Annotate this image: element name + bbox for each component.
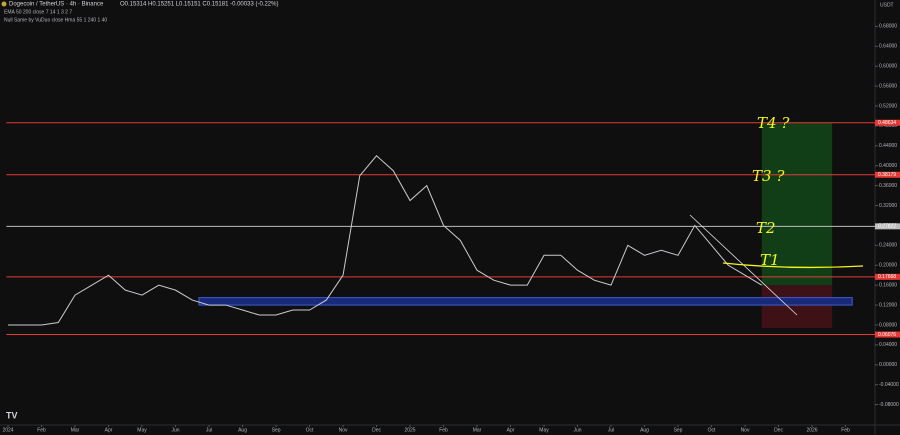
level-label: 0.48634 (878, 120, 896, 126)
x-tick-label: Jul (608, 427, 614, 433)
x-tick-label: Dec (774, 427, 783, 433)
x-tick-label: 2024 (2, 427, 13, 433)
y-tick-label: 0.64000 (879, 44, 897, 50)
level-tag (875, 119, 900, 126)
y-tick-label: 0.60000 (879, 64, 897, 70)
level-tag (875, 171, 900, 178)
x-tick-label: Aug (238, 427, 247, 433)
x-tick-label: Nov (741, 427, 750, 433)
y-tick-label: 0.00000 (879, 362, 897, 368)
y-tick-label: 0.16000 (879, 282, 897, 288)
y-tick-label: 0.40000 (879, 163, 897, 169)
x-tick-label: Feb (841, 427, 850, 433)
support-zone (198, 297, 853, 306)
x-tick-label: Apr (105, 427, 113, 433)
x-tick-label: May (137, 427, 147, 433)
x-tick-label: Jun (573, 427, 581, 433)
y-tick-label: 0.56000 (879, 83, 897, 89)
x-tick-label: Aug (640, 427, 649, 433)
y-tick-label: 0.04000 (879, 342, 897, 348)
level-tag (875, 331, 900, 338)
x-tick-label: Oct (306, 427, 314, 433)
level-tag (875, 273, 900, 280)
y-tick-label: 0.36000 (879, 183, 897, 189)
annotation: T2 (756, 219, 776, 237)
y-tick-label: 0.08000 (879, 322, 897, 328)
x-tick-label: Nov (339, 427, 348, 433)
indicator: EMA 50 200 close 7 14 1 3 2 7 (4, 9, 72, 15)
profit-zone (761, 122, 833, 286)
x-tick-label: May (539, 427, 549, 433)
x-tick-label: Mar (473, 427, 482, 433)
y-tick-label: 0.24000 (879, 243, 897, 249)
loss-zone (761, 285, 833, 328)
x-tick-label: Apr (507, 427, 515, 433)
target-line (722, 262, 864, 269)
y-tick-label: 0.44000 (879, 143, 897, 149)
ohlc: O0.15314 H0.15251 L0.15151 C0.15181 -0.0… (120, 2, 278, 8)
x-tick-label: 2025 (404, 427, 415, 433)
x-tick-label: Dec (372, 427, 381, 433)
level-tag (875, 223, 900, 230)
x-tick-label: Feb (439, 427, 448, 433)
annotation: T4 ? (757, 114, 790, 132)
x-tick-label: 2026 (806, 427, 817, 433)
y-tick-label: -0.08000 (879, 402, 899, 408)
level-label: 0.17668 (878, 274, 896, 280)
annotation: T1 (760, 251, 780, 269)
x-tick-label: Sep (272, 427, 281, 433)
x-tick-label: Sep (674, 427, 683, 433)
y-tick-label: -0.04000 (879, 382, 899, 388)
x-tick-label: Feb (37, 427, 46, 433)
coin-icon (1, 1, 7, 7)
x-tick-label: Jun (172, 427, 180, 433)
level-label: 0.27822 (878, 224, 896, 230)
y-tick-label: 0.32000 (879, 203, 897, 209)
y-tick-label: 0.68000 (879, 24, 897, 30)
x-tick-label: Mar (71, 427, 80, 433)
y-tick-label: 0.20000 (879, 263, 897, 269)
y-tick-label: 0.48000 (879, 123, 897, 129)
x-tick-label: Jul (206, 427, 212, 433)
annotation: T3 ? (752, 167, 785, 185)
price-line (8, 155, 763, 326)
symbol-title: Dogecoin / TetherUS · 4h · Binance (9, 2, 104, 8)
x-tick-label: Oct (708, 427, 716, 433)
currency: USDT (880, 2, 894, 8)
indicator: Null Same by VuDuo close Hma 55 1 240 1 … (4, 17, 107, 23)
level-label: 0.38179 (878, 172, 896, 178)
y-tick-label: 0.12000 (879, 302, 897, 308)
level-label: 0.06076 (878, 332, 896, 338)
logo: TV (6, 410, 18, 420)
y-tick-label: 0.52000 (879, 103, 897, 109)
